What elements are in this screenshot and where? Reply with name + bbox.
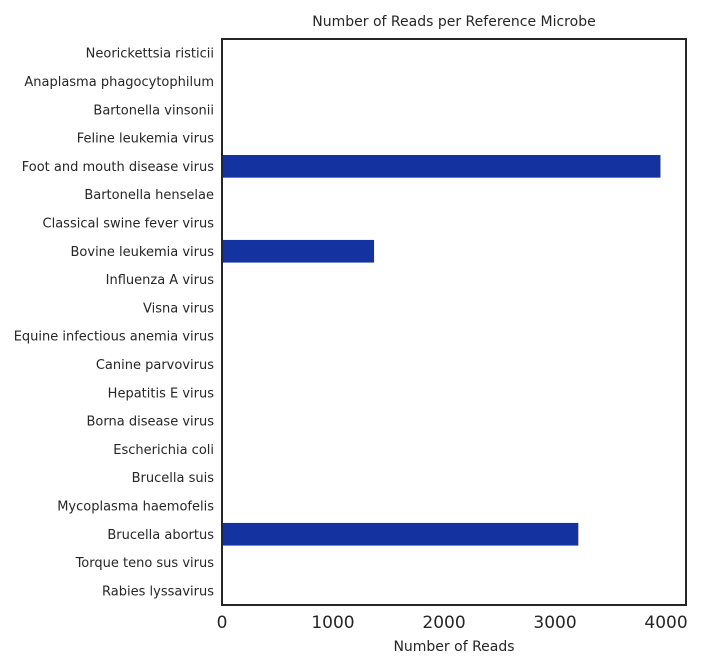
category-labels: Neorickettsia risticii Anaplasma phagocyt… xyxy=(14,47,215,600)
category-label: Brucella suis xyxy=(132,471,215,486)
category-label: Brucella abortus xyxy=(107,528,214,543)
category-label: Classical swine fever virus xyxy=(43,216,215,231)
x-tick-labels: 0 1000 2000 3000 4000 xyxy=(217,613,688,633)
x-tick-label: 4000 xyxy=(644,613,687,633)
x-tick-label: 0 xyxy=(217,613,228,633)
bars-group xyxy=(222,155,661,546)
category-label: Canine parvovirus xyxy=(96,358,214,373)
category-label: Escherichia coli xyxy=(113,443,214,458)
bar-bovine-leukemia-virus xyxy=(222,239,375,263)
category-label: Feline leukemia virus xyxy=(77,132,215,147)
category-label: Foot and mouth disease virus xyxy=(22,160,214,175)
bar-brucella-abortus xyxy=(222,522,579,546)
x-tick-label: 3000 xyxy=(533,613,576,633)
bar-foot-and-mouth-disease-virus xyxy=(222,155,661,178)
category-label: Influenza A virus xyxy=(106,273,215,288)
category-label: Neorickettsia risticii xyxy=(86,47,214,62)
plot-frame xyxy=(221,38,687,606)
category-label: Equine infectious anemia virus xyxy=(14,330,215,345)
chart-title: Number of Reads per Reference Microbe xyxy=(312,14,595,30)
category-label: Anaplasma phagocytophilum xyxy=(24,75,214,90)
category-label: Bartonella vinsonii xyxy=(93,103,214,118)
category-label: Bovine leukemia virus xyxy=(71,245,215,260)
category-label: Rabies lyssavirus xyxy=(102,584,214,599)
category-label: Visna virus xyxy=(143,301,214,316)
category-label: Borna disease virus xyxy=(87,415,215,430)
category-label: Torque teno sus virus xyxy=(75,556,215,571)
x-tick-label: 1000 xyxy=(311,613,354,633)
category-label: Bartonella henselae xyxy=(84,188,214,203)
category-label: Hepatitis E virus xyxy=(108,386,215,401)
category-label: Mycoplasma haemofelis xyxy=(57,499,214,514)
x-tick-label: 2000 xyxy=(422,613,465,633)
x-axis-title: Number of Reads xyxy=(393,639,514,655)
